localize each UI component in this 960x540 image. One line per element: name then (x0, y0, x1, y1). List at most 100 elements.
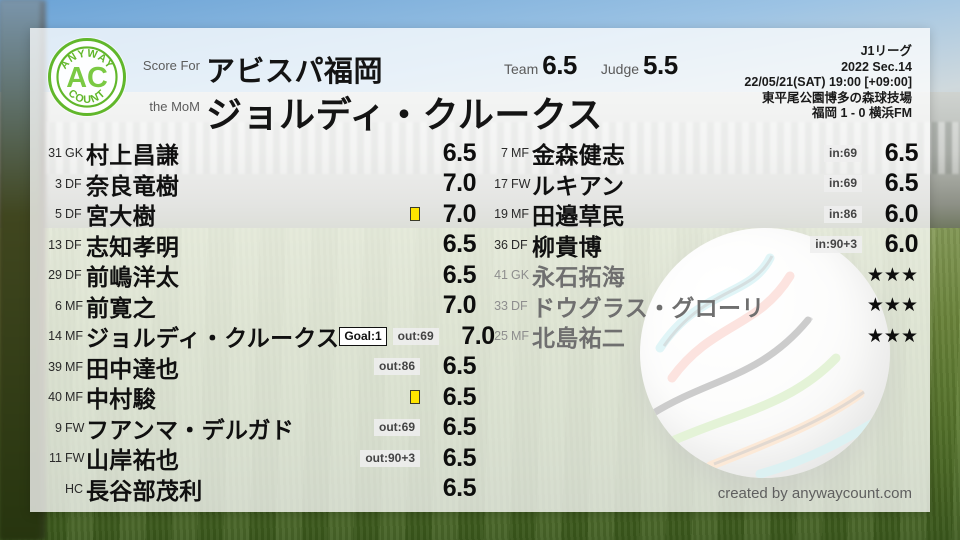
player-position: MF (65, 298, 84, 313)
player-name: ルキアン (532, 172, 625, 199)
season-section: 2022 Sec.14 (841, 59, 912, 74)
player-number: 7 (501, 146, 508, 161)
player-row: 31 GK 村上昌謙 6.5 (36, 138, 482, 169)
player-event-badges: out:69 (374, 419, 420, 437)
player-rating: 6.5 (884, 169, 919, 198)
player-rating: 7.0 (442, 169, 477, 198)
player-name: ドウグラス・グローリ (532, 294, 765, 321)
player-position: FW (65, 451, 85, 466)
player-row: 17 FW ルキアン in:69 6.5 (482, 169, 924, 200)
player-row: 25 MF 北島祐二 ★★★ (482, 321, 924, 352)
player-number: 13 (48, 237, 62, 252)
player-event-badges: out:90+3 (360, 449, 420, 467)
anywaycount-logo: ANYWAY COUNT AC (48, 38, 126, 116)
player-position: DF (65, 176, 82, 191)
player-number: 5 (55, 207, 62, 222)
team-name: アビスパ福岡 (206, 56, 384, 88)
player-row: 13 DF 志知孝明 6.5 (36, 230, 482, 261)
player-number: 25 (494, 329, 508, 344)
player-row: 40 MF 中村駿 6.5 (36, 382, 482, 413)
player-row: 36 DF 柳貴博 in:90+3 6.0 (482, 230, 924, 261)
player-row: 11 FW 山岸祐也 out:90+3 6.5 (36, 443, 482, 474)
player-rating: 6.0 (884, 230, 919, 259)
player-position: DF (511, 298, 528, 313)
judge-score-label: Judge (600, 61, 640, 77)
player-name: 志知孝明 (86, 233, 180, 260)
kickoff-time: 22/05/21(SAT) 19:00 [+09:00] (744, 75, 912, 89)
player-number: 14 (48, 329, 62, 344)
player-number: 40 (48, 390, 62, 405)
player-name: 奈良竜樹 (86, 172, 180, 199)
player-number: 41 (494, 268, 508, 283)
goal-badge: Goal:1 (339, 326, 387, 346)
yellow-card-icon (410, 390, 420, 405)
player-rating: 6.5 (884, 138, 919, 167)
player-name: 宮大樹 (86, 203, 156, 230)
league-name: J1リーグ (860, 44, 912, 58)
player-event-badges: in:69 (823, 175, 862, 193)
svg-text:COUNT: COUNT (66, 87, 109, 106)
player-number: 9 (55, 420, 62, 435)
credit-text: created by anywaycount.com (717, 485, 912, 502)
player-position: HC (65, 481, 84, 496)
player-number: 3 (55, 176, 62, 191)
player-number: 29 (48, 268, 62, 283)
score-for-label: Score For (142, 58, 200, 73)
player-event-badges (410, 207, 420, 222)
sub-out-badge: out:69 (392, 327, 439, 345)
player-rating: ★★★ (866, 325, 918, 347)
player-row: 19 MF 田邉草民 in:86 6.0 (482, 199, 924, 230)
player-event-badges (410, 390, 420, 405)
player-name: ジョルディ・クルークス (86, 325, 340, 352)
player-name: 長谷部茂利 (86, 477, 203, 504)
player-name: 田邉草民 (532, 203, 626, 230)
player-row: 14 MF ジョルディ・クルークス Goal:1 out:69 7.0 (36, 321, 495, 352)
score-summary: Team 6.5 Judge 5.5 (504, 50, 678, 81)
sub-in-badge: in:69 (823, 144, 862, 162)
player-position: GK (65, 146, 84, 161)
player-position: MF (511, 329, 530, 344)
player-row: 33 DF ドウグラス・グローリ ★★★ (482, 291, 924, 322)
logo-initials: AC (66, 62, 108, 94)
match-result: 福岡 1 - 0 横浜FM (811, 106, 912, 120)
player-rating: 6.5 (442, 443, 477, 472)
player-name: 田中達也 (86, 355, 180, 382)
substitutes-list: 7 MF 金森健志 in:69 6.5 17 FW ルキアン in:69 6.5 19 MF 田邉草民 i… (482, 138, 924, 352)
player-rating: 6.5 (442, 382, 477, 411)
player-rating: ★★★ (866, 295, 918, 317)
sub-in-badge: in:86 (823, 205, 862, 223)
venue-name: 東平尾公園博多の森球技場 (761, 90, 912, 105)
player-number: 19 (494, 207, 508, 222)
player-name: 北島祐二 (532, 325, 626, 352)
player-row: HC 長谷部茂利 6.5 (36, 474, 482, 505)
player-row: 41 GK 永石拓海 ★★★ (482, 260, 924, 291)
logo-arc-bottom-text: COUNT (66, 87, 108, 106)
player-event-badges: in:90+3 (810, 236, 862, 254)
player-position: FW (65, 420, 85, 435)
the-mom-label: the MoM (149, 99, 200, 114)
team-score-label: Team (504, 61, 539, 77)
man-of-the-match-name: ジョルディ・クルークス (206, 94, 603, 135)
sub-out-badge: out:90+3 (360, 449, 420, 467)
report-card-panel: ANYWAY COUNT AC Score For the MoM アビスパ福岡… (30, 28, 930, 512)
starting-lineup-list: 31 GK 村上昌謙 6.5 3 DF 奈良竜樹 7.0 5 DF 宮大樹 7.0 13 DF 志知孝明 6.… (36, 138, 495, 505)
player-rating: 6.5 (442, 352, 477, 381)
player-row: 5 DF 宮大樹 7.0 (36, 199, 482, 230)
player-position: MF (511, 207, 530, 222)
player-rating: 6.5 (442, 138, 477, 167)
player-rating: 7.0 (461, 321, 495, 350)
player-position: DF (511, 237, 528, 252)
player-name: 前嶋洋太 (86, 264, 180, 291)
player-rating: ★★★ (866, 264, 918, 286)
player-position: MF (65, 329, 84, 344)
player-name: 前寛之 (86, 294, 156, 321)
player-position: MF (65, 359, 84, 374)
player-name: フアンマ・デルガド (86, 416, 295, 443)
player-event-badges: Goal:1 out:69 (339, 326, 439, 346)
player-name: 柳貴博 (532, 233, 602, 260)
player-position: MF (511, 146, 530, 161)
player-row: 6 MF 前寛之 7.0 (36, 291, 482, 322)
player-rating: 7.0 (442, 291, 477, 320)
player-rating: 6.5 (442, 413, 477, 442)
